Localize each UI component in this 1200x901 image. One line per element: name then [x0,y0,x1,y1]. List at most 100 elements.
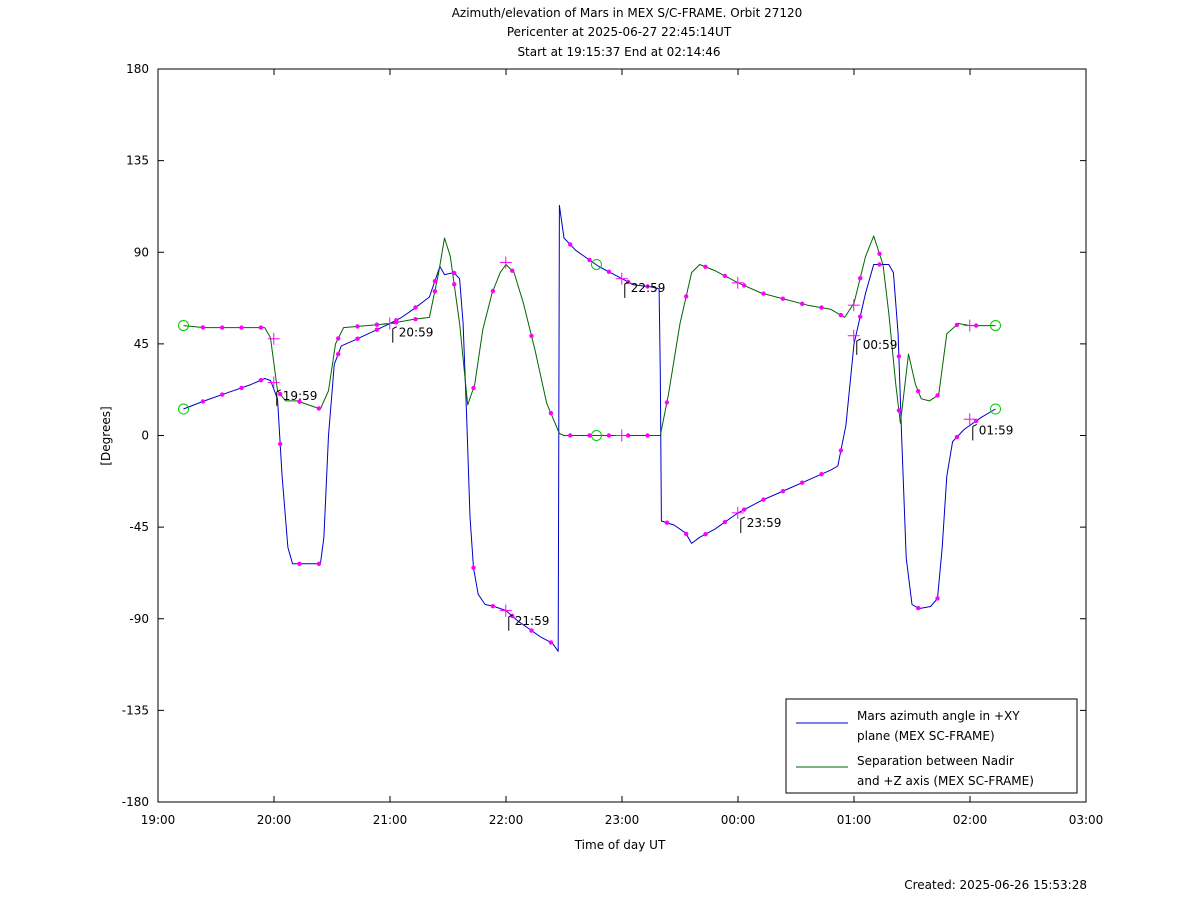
sample-dot-azimuth [471,565,476,570]
sample-dot-separation [780,296,786,301]
sample-dot-azimuth [413,305,418,310]
sample-dot-separation [529,333,534,339]
sample-dot-azimuth [935,596,940,601]
time-annotation-label: 19:59 [283,389,318,403]
sample-dot-separation [877,251,882,256]
sample-dot-separation [297,399,302,404]
sample-dot-azimuth [645,284,650,289]
sample-dot-separation [626,433,631,438]
sample-dot-separation [432,289,438,294]
x-axis-label: Time of day UT [574,838,666,852]
sample-dot-azimuth [336,351,341,357]
x-tick-label: 02:00 [953,813,988,827]
x-tick-label: 23:00 [605,813,640,827]
sample-dot-azimuth [297,561,302,566]
series-line-azimuth [183,204,996,652]
hour-cross-marker [731,276,744,289]
y-axis-label: [Degrees] [99,406,113,465]
sample-dot-azimuth [510,613,515,619]
sample-dot-azimuth [587,257,592,263]
time-annotation: 19:59 [276,389,318,406]
hour-cross-marker [963,413,976,426]
sample-dot-azimuth [974,418,979,424]
sample-dot-separation [684,294,689,299]
sample-dot-separation [974,323,979,328]
y-tick-label: 180 [126,62,149,76]
sample-dot-separation [761,291,766,296]
annotation-layer: 19:59 20:59 21:59 22:59 23:59 00:59 01:59 [276,281,1013,631]
sample-dot-separation [220,325,225,330]
time-annotation: 00:59 [856,338,898,355]
plot-frame [157,68,1087,803]
sample-dot-separation [239,325,244,330]
sample-dot-azimuth [761,497,766,502]
sample-dot-separation [568,433,573,438]
chart-title-line-3: Start at 19:15:37 End at 02:14:46 [517,45,720,59]
sample-dot-azimuth [722,519,728,525]
y-tick-label: -135 [122,703,149,717]
hour-cross-marker [615,429,628,442]
sample-dot-azimuth [800,480,805,485]
endpoint-circle-marker [178,403,190,415]
sample-dot-azimuth [529,628,534,633]
sample-dot-separation [336,336,341,341]
sample-dot-azimuth [896,354,902,359]
sample-dot-separation [664,400,670,405]
hour-cross-marker [499,604,512,617]
sample-dot-azimuth [278,441,283,447]
legend-box [785,698,1078,794]
sample-dot-azimuth [452,270,457,276]
sample-dot-separation [858,276,863,281]
x-tick-label: 20:00 [257,813,292,827]
endpoint-circle-marker [590,430,602,441]
sample-dot-separation [722,273,728,279]
series-layer [183,204,996,652]
sample-dot-azimuth [742,507,747,512]
sample-dot-azimuth [858,314,863,319]
tick-labels: 19:00 20:00 21:00 22:00 23:00 00:00 01:00 02:00… [122,62,1104,827]
time-annotation-label: 21:59 [515,614,550,628]
sample-dot-azimuth [780,489,786,494]
hour-cross-marker [963,319,976,332]
endpoint-circle-marker [178,320,190,332]
hour-cross-marker [615,272,628,285]
sample-dot-azimuth [916,605,921,611]
sample-dot-separation [587,433,592,438]
y-tick-label: 0 [141,429,149,443]
legend: Mars azimuth angle in +XY plane (MEX SC-… [785,698,1078,794]
marker-layer [178,242,1002,645]
sample-dot-separation [258,325,264,330]
x-tick-label: 22:00 [489,813,524,827]
sample-dot-separation [954,322,960,328]
sample-dot-azimuth [374,327,380,332]
sample-dot-azimuth [316,561,322,566]
sample-dot-azimuth [703,532,708,537]
sample-dot-azimuth [568,242,573,247]
time-annotation: 22:59 [624,281,666,298]
x-tick-label: 01:00 [837,813,872,827]
y-tick-label: 45 [134,337,149,351]
time-annotation-label: 22:59 [631,281,666,295]
sample-dot-azimuth [200,399,206,404]
sample-dot-separation [490,288,496,294]
sample-dot-separation [374,322,380,327]
time-annotation-label: 20:59 [399,326,434,340]
sample-dot-separation [935,393,940,398]
sample-dot-azimuth [838,448,844,453]
legend-label-separation-line-2: and +Z axis (MEX SC-FRAME) [857,774,1034,788]
sample-dot-azimuth [239,385,244,391]
sample-dot-azimuth [548,640,554,645]
sample-dot-azimuth [355,336,360,341]
endpoint-circle-marker [990,320,1002,332]
time-annotation: 01:59 [972,423,1013,441]
sample-dot-separation [896,408,902,413]
time-annotation-label: 00:59 [863,338,898,352]
y-tick-label: -180 [122,795,149,809]
hour-cross-marker [499,256,512,269]
y-tick-label: 90 [134,245,149,259]
sample-dot-separation [413,317,418,322]
sample-dot-separation [742,283,747,288]
sample-dot-azimuth [258,378,264,383]
chart-title-line-2: Pericenter at 2025-06-27 22:45:14UT [507,25,732,39]
